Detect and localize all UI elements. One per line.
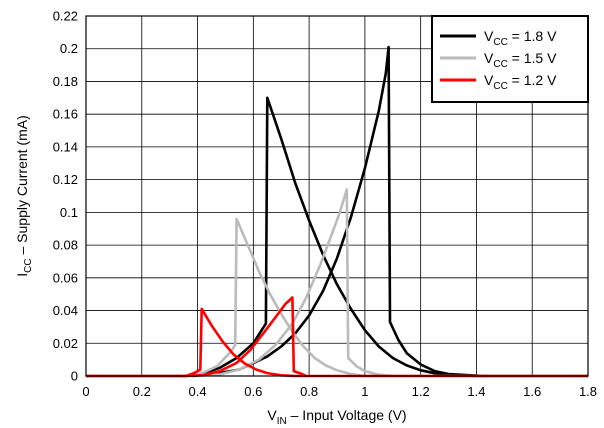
- x-tick-labels: 0 0.2 0.4 0.6 0.8 1 1.2 1.4 1.6 1.8: [82, 384, 597, 399]
- y-tick-label: 0.02: [53, 336, 78, 351]
- legend-label: VCC = 1.2 V: [484, 72, 557, 92]
- x-tick-label: 1: [361, 384, 368, 399]
- y-axis-title-rest: – Supply Current (mA): [14, 115, 30, 258]
- series-layer: [86, 45, 588, 378]
- x-axis-title-rest: – Input Voltage (V): [287, 407, 407, 423]
- y-tick-label: 0.22: [53, 9, 78, 24]
- x-axis-title: VIN – Input Voltage (V): [267, 407, 406, 427]
- x-tick-label: 1.8: [579, 384, 597, 399]
- y-tick-label: 0.14: [53, 139, 78, 154]
- series-line: [86, 96, 588, 378]
- y-axis-title-main: I: [14, 273, 30, 277]
- series-line: [191, 45, 485, 378]
- y-tick-label: 0: [71, 369, 78, 384]
- series-line: [183, 296, 307, 378]
- series-line: [86, 307, 588, 378]
- y-tick-label: 0.12: [53, 172, 78, 187]
- legend-label: VCC = 1.5 V: [484, 50, 557, 70]
- y-axis-title: ICC – Supply Current (mA): [14, 115, 34, 277]
- y-tick-label: 0.2: [60, 41, 78, 56]
- legend-label: VCC = 1.8 V: [484, 28, 557, 48]
- y-tick-label: 0.04: [53, 303, 78, 318]
- x-axis-title-sub: IN: [277, 416, 287, 427]
- x-tick-label: 1.4: [467, 384, 485, 399]
- x-tick-label: 1.2: [412, 384, 430, 399]
- y-tick-labels: 0 0.02 0.04 0.06 0.08 0.1 0.12 0.14 0.16 0.18 0.2 0…: [53, 9, 78, 384]
- series-line: [86, 217, 588, 378]
- plot-frame: [85, 15, 589, 377]
- x-tick-label: 1.6: [523, 384, 541, 399]
- y-tick-label: 0.16: [53, 107, 78, 122]
- y-axis-title-sub: CC: [23, 258, 34, 272]
- x-tick-label: 0.8: [300, 384, 318, 399]
- x-tick-label: 0: [82, 384, 89, 399]
- x-tick-label: 0.2: [133, 384, 151, 399]
- x-axis-title-main: V: [267, 407, 277, 423]
- y-tick-label: 0.06: [53, 270, 78, 285]
- y-tick-label: 0.18: [53, 74, 78, 89]
- y-tick-label: 0.08: [53, 238, 78, 253]
- x-tick-label: 0.4: [189, 384, 207, 399]
- x-tick-label: 0.6: [244, 384, 262, 399]
- y-tick-label: 0.1: [60, 205, 78, 220]
